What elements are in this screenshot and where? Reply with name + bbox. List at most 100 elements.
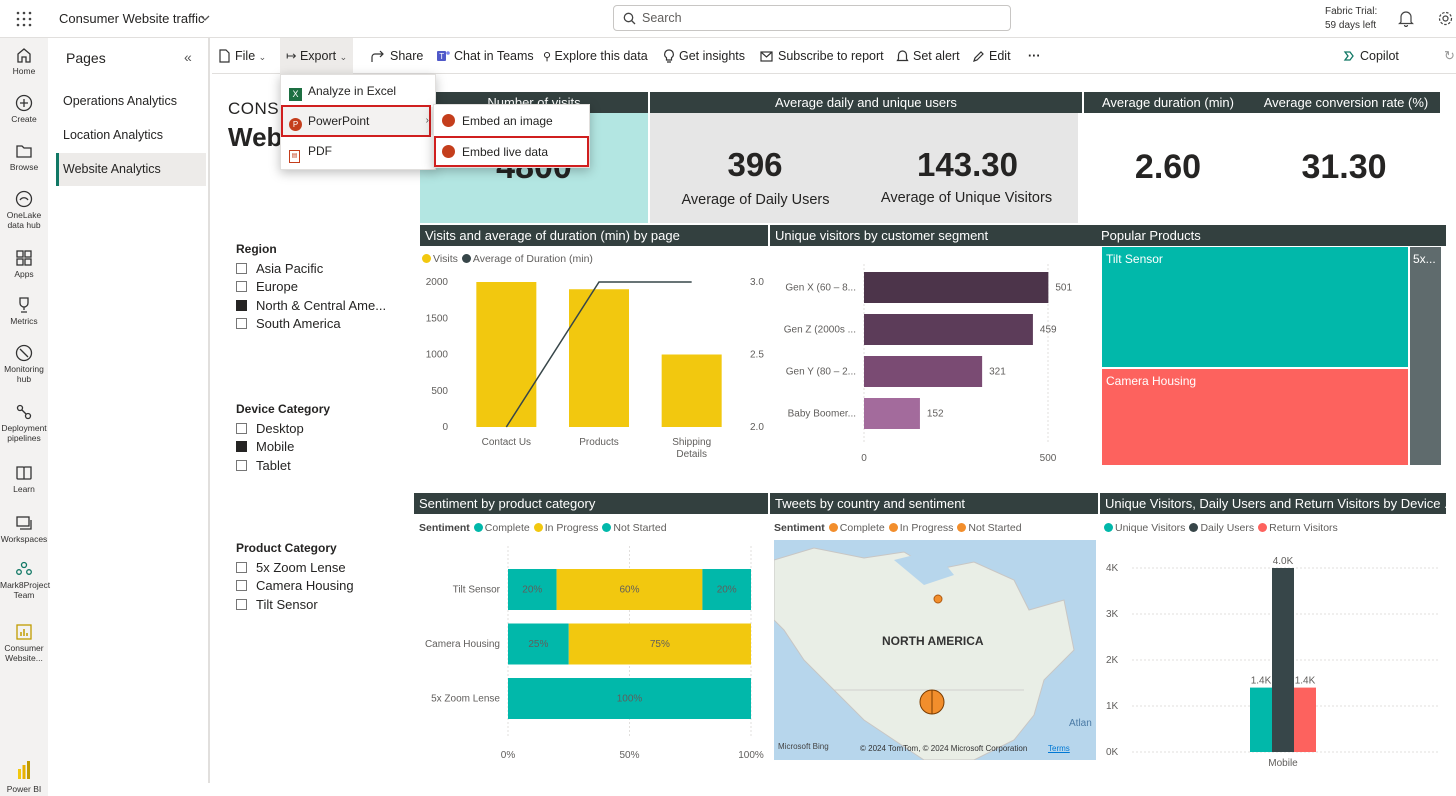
checkbox[interactable] bbox=[236, 580, 247, 591]
rail-apps[interactable]: Apps bbox=[0, 249, 48, 279]
embed-live-data-item[interactable]: Embed live data bbox=[434, 138, 589, 166]
sentiment-segment[interactable] bbox=[556, 569, 703, 610]
category-label: Camera Housing bbox=[425, 639, 500, 650]
copilot-button[interactable]: Copilot bbox=[1342, 38, 1399, 74]
collapse-pane-icon[interactable]: « bbox=[184, 49, 192, 65]
more-options-button[interactable]: ··· bbox=[1028, 49, 1041, 63]
treemap-tile-zoom-lense[interactable]: 5x... bbox=[1410, 247, 1441, 465]
sentiment-segment[interactable] bbox=[508, 678, 751, 719]
powerpoint-item[interactable]: P PowerPoint › bbox=[281, 107, 435, 135]
set-alert-button[interactable]: Set alert bbox=[896, 38, 960, 74]
power-bi-switcher[interactable]: Power BI bbox=[0, 760, 48, 794]
explore-data-button[interactable]: ⚲ Explore this data bbox=[543, 38, 648, 74]
rail-browse[interactable]: Browse bbox=[0, 142, 48, 172]
device-option[interactable]: Desktop bbox=[236, 420, 304, 438]
visits-duration-chart[interactable]: 0 500 1000 1500 2000 2.0 2.5 3.0 Contact Us Produ… bbox=[420, 262, 770, 472]
rail-metrics[interactable]: Metrics bbox=[0, 296, 48, 326]
rail-workspaces[interactable]: Workspaces bbox=[0, 514, 48, 544]
segment-bar[interactable] bbox=[864, 398, 920, 429]
region-option[interactable]: Europe bbox=[236, 278, 298, 296]
device-option[interactable]: Mobile bbox=[236, 438, 294, 456]
checkbox[interactable] bbox=[236, 562, 247, 573]
segment-bar[interactable] bbox=[864, 314, 1033, 345]
export-menu-button[interactable]: ↦ Export ⌄ bbox=[280, 38, 354, 74]
device-bar[interactable] bbox=[1272, 568, 1294, 752]
unique-visitors-value: 143.30 bbox=[917, 146, 1018, 183]
pdf-item[interactable]: ▤ PDF bbox=[281, 137, 435, 165]
page-website-analytics[interactable]: Website Analytics bbox=[56, 153, 206, 186]
bar-data-label: 1.4K bbox=[1251, 676, 1272, 687]
checkbox[interactable] bbox=[236, 281, 247, 292]
rail-workspace-mark8[interactable]: Mark8Project Team bbox=[0, 560, 50, 600]
device-option[interactable]: Tablet bbox=[236, 457, 291, 475]
checkbox-checked[interactable] bbox=[236, 300, 247, 311]
gear-icon[interactable] bbox=[1437, 10, 1454, 30]
visits-bar[interactable] bbox=[569, 289, 629, 427]
segment-data-label: 20% bbox=[522, 585, 542, 596]
subscribe-button[interactable]: Subscribe to report bbox=[760, 38, 884, 74]
rail-learn[interactable]: Learn bbox=[0, 464, 48, 494]
edit-button[interactable]: Edit bbox=[972, 38, 1011, 74]
legend-label: Unique Visitors bbox=[1115, 522, 1186, 534]
rail-home[interactable]: Home bbox=[0, 46, 48, 76]
device-users-chart[interactable]: 0K 1K 2K 3K 4K 1.4K 4.0K 1.4K Mobile bbox=[1100, 540, 1446, 772]
x-tick-label: Shipping bbox=[672, 437, 711, 448]
embed-image-item[interactable]: Embed an image bbox=[434, 107, 589, 135]
rail-onelake[interactable]: OneLake data hub bbox=[0, 190, 48, 230]
treemap-tile-camera-housing[interactable]: Camera Housing bbox=[1102, 369, 1408, 465]
product-option[interactable]: Tilt Sensor bbox=[236, 596, 318, 614]
search-input[interactable]: Search bbox=[613, 5, 1011, 31]
rail-consumer-website[interactable]: Consumer Website... bbox=[0, 623, 48, 663]
region-option[interactable]: South America bbox=[236, 315, 341, 333]
share-button[interactable]: Share bbox=[371, 38, 423, 74]
map-terms-link[interactable]: Terms bbox=[1048, 744, 1070, 753]
export-label: Export bbox=[299, 49, 337, 63]
chat-in-teams-button[interactable]: T Chat in Teams bbox=[436, 38, 534, 74]
checkbox-checked[interactable] bbox=[236, 441, 247, 452]
segment-bar[interactable] bbox=[864, 272, 1049, 303]
sentiment-segment[interactable] bbox=[508, 623, 569, 665]
file-menu-button[interactable]: File ⌄ bbox=[218, 38, 266, 74]
segment-bar[interactable] bbox=[864, 356, 983, 387]
users-card[interactable] bbox=[650, 113, 1078, 223]
region-option[interactable]: Asia Pacific bbox=[236, 260, 323, 278]
tweets-map[interactable]: NORTH AMERICA Atlan Microsoft Bing © 202… bbox=[774, 540, 1096, 760]
menu-item-label: Embed an image bbox=[462, 114, 553, 128]
team-icon bbox=[16, 561, 32, 575]
sentiment-segment[interactable] bbox=[702, 569, 751, 610]
segment-data-label: 321 bbox=[989, 367, 1006, 378]
map-bubble[interactable] bbox=[933, 594, 943, 604]
product-option[interactable]: 5x Zoom Lense bbox=[236, 559, 346, 577]
checkbox[interactable] bbox=[236, 423, 247, 434]
chevron-down-icon[interactable] bbox=[200, 12, 210, 26]
visits-bar[interactable] bbox=[476, 282, 537, 427]
page-operations-analytics[interactable]: Operations Analytics bbox=[63, 94, 177, 108]
checkbox[interactable] bbox=[236, 263, 247, 274]
y-tick-label: 0K bbox=[1106, 747, 1119, 758]
checkbox[interactable] bbox=[236, 460, 247, 471]
sentiment-segment[interactable] bbox=[508, 569, 557, 610]
checkbox[interactable] bbox=[236, 599, 247, 610]
bell-icon[interactable] bbox=[1398, 10, 1414, 30]
product-option[interactable]: Camera Housing bbox=[236, 577, 354, 595]
search-placeholder: Search bbox=[642, 11, 682, 25]
app-launcher-icon[interactable] bbox=[16, 11, 32, 30]
page-location-analytics[interactable]: Location Analytics bbox=[63, 128, 164, 142]
analyze-in-excel-item[interactable]: X Analyze in Excel bbox=[281, 77, 435, 105]
refresh-icon[interactable]: ↻ bbox=[1444, 48, 1455, 63]
report-icon bbox=[16, 624, 32, 640]
visits-bar[interactable] bbox=[661, 354, 722, 428]
sentiment-segment[interactable] bbox=[568, 623, 751, 665]
treemap-tile-tilt-sensor[interactable]: Tilt Sensor bbox=[1102, 247, 1408, 367]
sentiment-chart[interactable]: Tilt Sensor 20% 60% 20% Camera Housing 25% 75%… bbox=[414, 536, 768, 766]
checkbox[interactable] bbox=[236, 318, 247, 329]
region-option[interactable]: North & Central Ame... bbox=[236, 297, 386, 315]
rail-deployment[interactable]: Deployment pipelines bbox=[0, 403, 48, 443]
report-title[interactable]: Consumer Website traffic bbox=[59, 11, 205, 26]
segments-chart[interactable]: Gen X (60 – 8... 501 Gen Z (2000s ... 459 Ge… bbox=[770, 262, 1096, 472]
rail-create[interactable]: Create bbox=[0, 94, 48, 124]
device-bar[interactable] bbox=[1250, 687, 1272, 752]
device-bar[interactable] bbox=[1294, 687, 1316, 752]
rail-monitoring[interactable]: Monitoring hub bbox=[0, 344, 48, 384]
get-insights-button[interactable]: Get insights bbox=[663, 38, 745, 74]
